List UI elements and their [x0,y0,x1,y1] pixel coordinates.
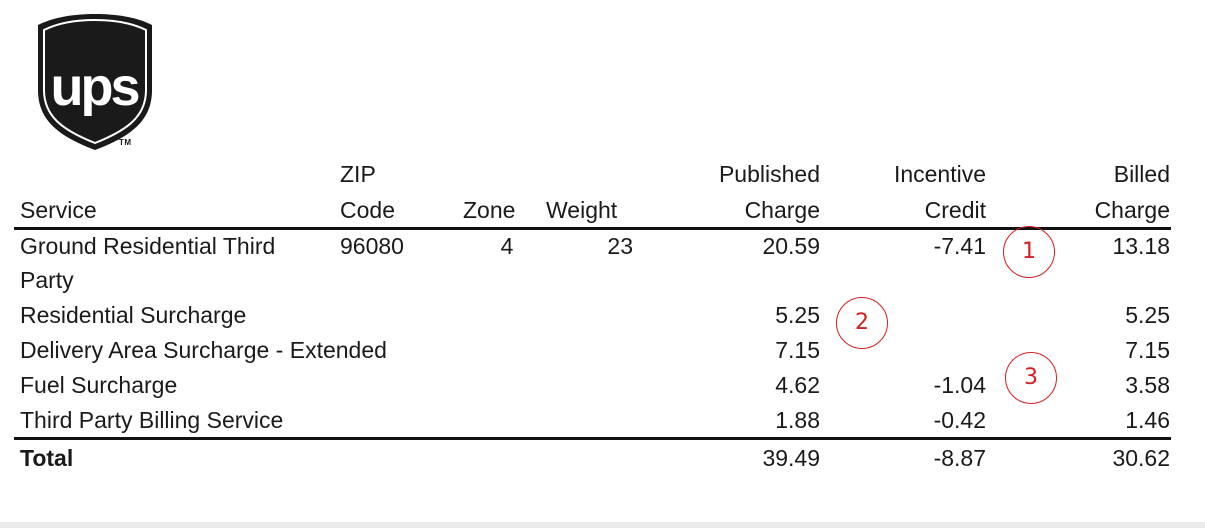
trademark-mark: TM [119,138,132,147]
annotation-circle-3: 3 [1005,352,1057,404]
row-published: 1.88 [775,407,820,433]
total-label: Total [20,445,74,471]
header-zone: Zone [463,197,516,223]
header-zip-line2: Code [340,197,395,223]
total-published: 39.49 [762,445,820,471]
row-service-continued: Party [20,267,74,293]
row-incentive: -1.04 [933,372,986,398]
header-zip-line1: ZIP [340,161,376,187]
header-billed-line1: Billed [1113,161,1170,187]
header-published-line1: Published [718,161,820,187]
page-bottom-edge [0,522,1205,528]
ups-logo-text: ups [50,57,138,117]
row-incentive: -7.41 [933,233,986,259]
total-incentive: -8.87 [933,445,986,471]
row-incentive: -0.42 [933,407,986,433]
row-zip: 96080 [340,233,404,259]
total-billed: 30.62 [1112,445,1170,471]
row-service: Residential Surcharge [20,302,247,328]
header-incentive-line1: Incentive [893,161,986,187]
row-zone: 4 [500,233,514,259]
row-published: 7.15 [775,337,820,363]
row-weight: 23 [607,233,633,259]
row-billed: 1.46 [1125,407,1170,433]
header-service: Service [20,197,97,223]
annotation-circle-1: 1 [1003,226,1055,278]
header-incentive-line2: Credit [924,197,986,223]
row-published: 4.62 [775,372,820,398]
row-service: Ground Residential Third [20,233,276,259]
row-billed: 3.58 [1125,372,1170,398]
header-divider [14,227,1171,230]
row-billed: 5.25 [1125,302,1170,328]
header-published-line2: Charge [744,197,820,223]
row-service: Third Party Billing Service [20,407,284,433]
ups-logo-icon: ups [38,14,152,150]
row-billed: 7.15 [1125,337,1170,363]
row-service: Fuel Surcharge [20,372,178,398]
row-service: Delivery Area Surcharge - Extended [20,337,387,363]
header-billed-line2: Charge [1094,197,1170,223]
annotation-circle-2: 2 [836,297,888,349]
row-published: 20.59 [762,233,820,259]
total-divider [14,437,1171,440]
row-published: 5.25 [775,302,820,328]
row-billed: 13.18 [1112,233,1170,259]
header-weight: Weight [546,197,618,223]
